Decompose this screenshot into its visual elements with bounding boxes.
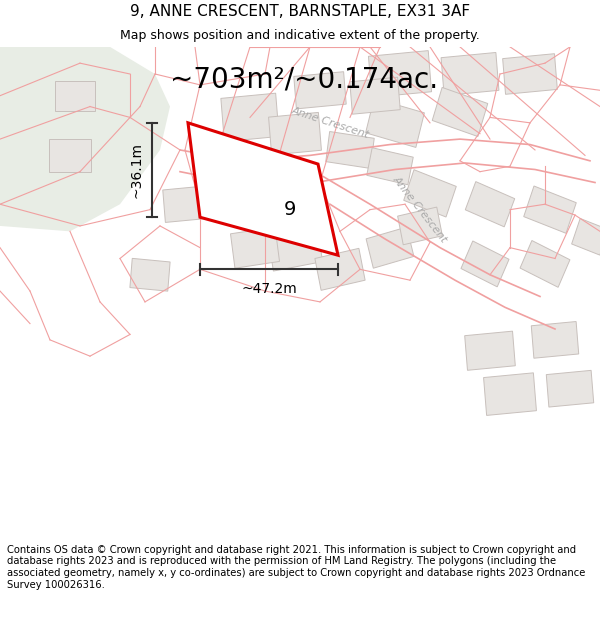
Text: Contains OS data © Crown copyright and database right 2021. This information is : Contains OS data © Crown copyright and d… xyxy=(7,545,586,589)
Bar xyxy=(269,112,322,155)
Bar xyxy=(315,248,365,291)
Bar xyxy=(350,78,400,114)
Bar xyxy=(524,186,576,233)
Bar xyxy=(230,227,280,268)
Bar xyxy=(55,81,95,111)
Bar xyxy=(520,241,570,288)
Bar xyxy=(268,224,323,271)
Polygon shape xyxy=(0,47,170,231)
Bar xyxy=(163,186,207,222)
Bar xyxy=(326,131,374,168)
Bar xyxy=(441,52,499,96)
Bar xyxy=(432,88,488,136)
Bar xyxy=(461,241,509,287)
Bar xyxy=(531,321,579,358)
Text: Map shows position and indicative extent of the property.: Map shows position and indicative extent… xyxy=(120,29,480,42)
Polygon shape xyxy=(188,123,338,255)
Bar xyxy=(503,54,557,94)
Bar xyxy=(367,148,413,185)
Text: ~36.1m: ~36.1m xyxy=(130,142,144,198)
Bar xyxy=(366,227,414,268)
Text: Anne Crescent: Anne Crescent xyxy=(290,106,370,140)
Bar xyxy=(404,170,456,217)
Bar xyxy=(221,93,279,142)
Text: ~47.2m: ~47.2m xyxy=(241,282,297,296)
Bar xyxy=(546,371,594,407)
Bar xyxy=(365,98,424,148)
Bar xyxy=(464,331,515,370)
Bar xyxy=(294,72,346,109)
Bar xyxy=(572,219,600,255)
Bar xyxy=(465,182,515,227)
Bar xyxy=(368,51,431,98)
Bar xyxy=(398,207,442,245)
Bar xyxy=(484,373,536,416)
Bar xyxy=(196,140,245,181)
Text: 9: 9 xyxy=(284,200,296,219)
Bar xyxy=(49,139,91,172)
Text: 9, ANNE CRESCENT, BARNSTAPLE, EX31 3AF: 9, ANNE CRESCENT, BARNSTAPLE, EX31 3AF xyxy=(130,4,470,19)
Bar xyxy=(130,258,170,291)
Text: Anne Crescent: Anne Crescent xyxy=(391,174,449,245)
Text: ~703m²/~0.174ac.: ~703m²/~0.174ac. xyxy=(170,66,438,93)
